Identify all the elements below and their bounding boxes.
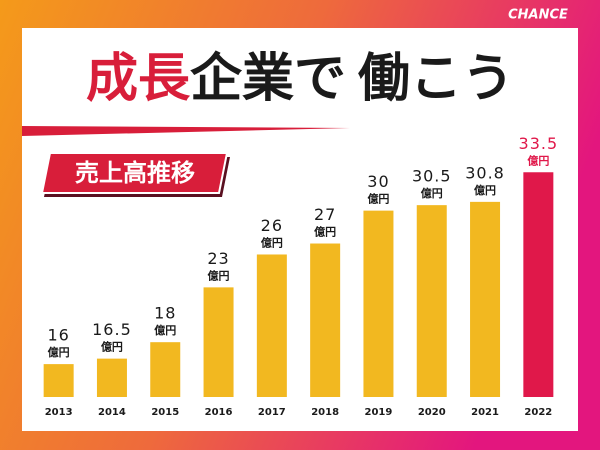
x-tick-label: 2016 [205,407,233,418]
x-tick-label: 2022 [524,407,552,418]
bar [96,358,127,397]
chart-subtitle: 売上高推移 [75,159,195,187]
value-label: 18 [154,304,176,323]
x-tick-label: 2020 [418,407,446,418]
brand-logo: CHANCE [508,8,568,23]
unit-label: 億円 [261,235,283,249]
title-part: 働こう [358,48,514,109]
value-label: 26 [261,216,283,235]
bar [43,364,74,397]
unit-label: 億円 [154,323,176,337]
unit-label: 億円 [421,186,443,200]
bar [150,342,181,397]
x-tick-label: 2021 [471,407,499,418]
unit-label: 億円 [474,183,496,197]
bar [470,201,501,397]
bar [363,210,394,397]
x-tick-label: 2015 [151,407,179,418]
bar [416,205,447,397]
x-tick-label: 2014 [98,407,126,418]
plot: 16億円201316.5億円201418億円201523億円201626億円20… [43,134,559,418]
value-label: 33.5 [519,134,559,153]
subtitle-box [40,152,229,194]
bar [523,172,554,397]
value-label: 16 [47,326,69,345]
unit-label: 億円 [101,340,123,354]
value-label: 30 [367,172,389,191]
title-underline [22,126,350,136]
chart-title: 成長企業で 働こう [86,48,514,109]
unit-label: 億円 [314,225,336,239]
x-tick-label: 2013 [45,407,73,418]
unit-label: 億円 [48,345,70,359]
value-label: 16.5 [92,320,132,339]
title-part: 企業で [190,48,346,109]
unit-label: 億円 [208,268,230,282]
x-tick-label: 2019 [365,407,393,418]
unit-label: 億円 [527,153,549,167]
title-part: 成長 [86,48,191,109]
bar [310,243,341,397]
value-label: 30.5 [412,167,452,186]
value-label: 27 [314,205,336,224]
bar [203,287,234,397]
bar [256,254,287,397]
unit-label: 億円 [367,192,389,206]
value-label: 30.8 [465,163,505,182]
x-tick-label: 2018 [311,407,339,418]
value-label: 23 [207,249,229,268]
x-tick-label: 2017 [258,407,286,418]
